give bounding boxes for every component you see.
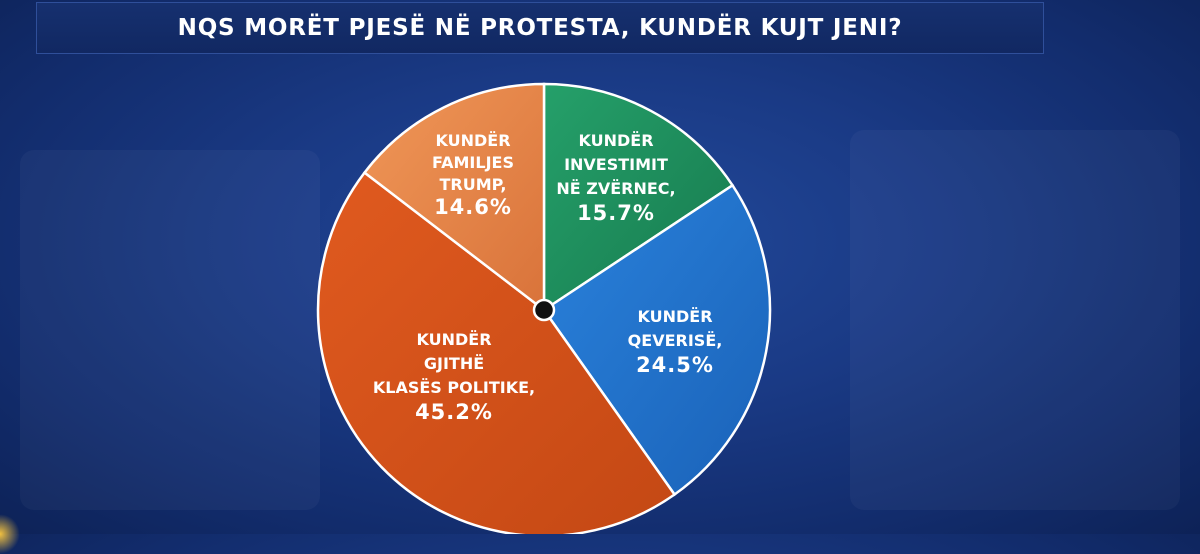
pie-slice-familjes-trump xyxy=(362,82,546,313)
slice-label-line: QEVERISË, xyxy=(628,331,723,350)
slice-value-label: 15.7% xyxy=(577,201,655,225)
page-title: NQS MORËT PJESË NË PROTESTA, KUNDËR KUJT… xyxy=(177,15,903,41)
pie-slice-qeverise xyxy=(542,183,772,497)
slice-label-line: KUNDËR xyxy=(416,330,491,349)
pie-chart: KUNDËR INVESTIMIT NË ZVËRNEC, 15.7% KUNDËR QE… xyxy=(316,82,772,534)
slice-label-line: TRUMP, xyxy=(439,175,506,194)
title-bar: NQS MORËT PJESË NË PROTESTA, KUNDËR KUJT… xyxy=(36,2,1044,54)
slice-label-line: KUNDËR xyxy=(435,131,510,150)
slice-label-familjes-trump: KUNDËR FAMILJES TRUMP, 14.6% xyxy=(432,131,514,219)
slice-label-line: INVESTIMIT xyxy=(564,155,668,174)
pie-labels: KUNDËR INVESTIMIT NË ZVËRNEC, 15.7% KUNDËR QE… xyxy=(373,131,722,424)
slice-value-label: 45.2% xyxy=(415,400,493,424)
pie-slices xyxy=(316,82,772,534)
slice-label-line: FAMILJES xyxy=(432,153,514,172)
slice-label-line: GJITHË xyxy=(424,354,484,373)
pie-slice-investimit-zvernec xyxy=(542,82,735,313)
slice-label-line: NË ZVËRNEC, xyxy=(556,179,675,198)
pie-center-dot xyxy=(532,298,556,322)
pie-slice-klases-politike xyxy=(316,170,677,534)
slice-label-investimit-zvernec: KUNDËR INVESTIMIT NË ZVËRNEC, 15.7% xyxy=(556,131,675,225)
slice-label-klases-politike: KUNDËR GJITHË KLASËS POLITIKE, 45.2% xyxy=(373,330,535,424)
slice-label-line: KLASËS POLITIKE, xyxy=(373,378,535,397)
slice-label-line: KUNDËR xyxy=(578,131,653,150)
slice-value-label: 14.6% xyxy=(434,195,512,219)
slice-value-label: 24.5% xyxy=(636,353,714,377)
slice-label-qeverise: KUNDËR QEVERISË, 24.5% xyxy=(628,307,723,377)
slice-label-line: KUNDËR xyxy=(637,307,712,326)
